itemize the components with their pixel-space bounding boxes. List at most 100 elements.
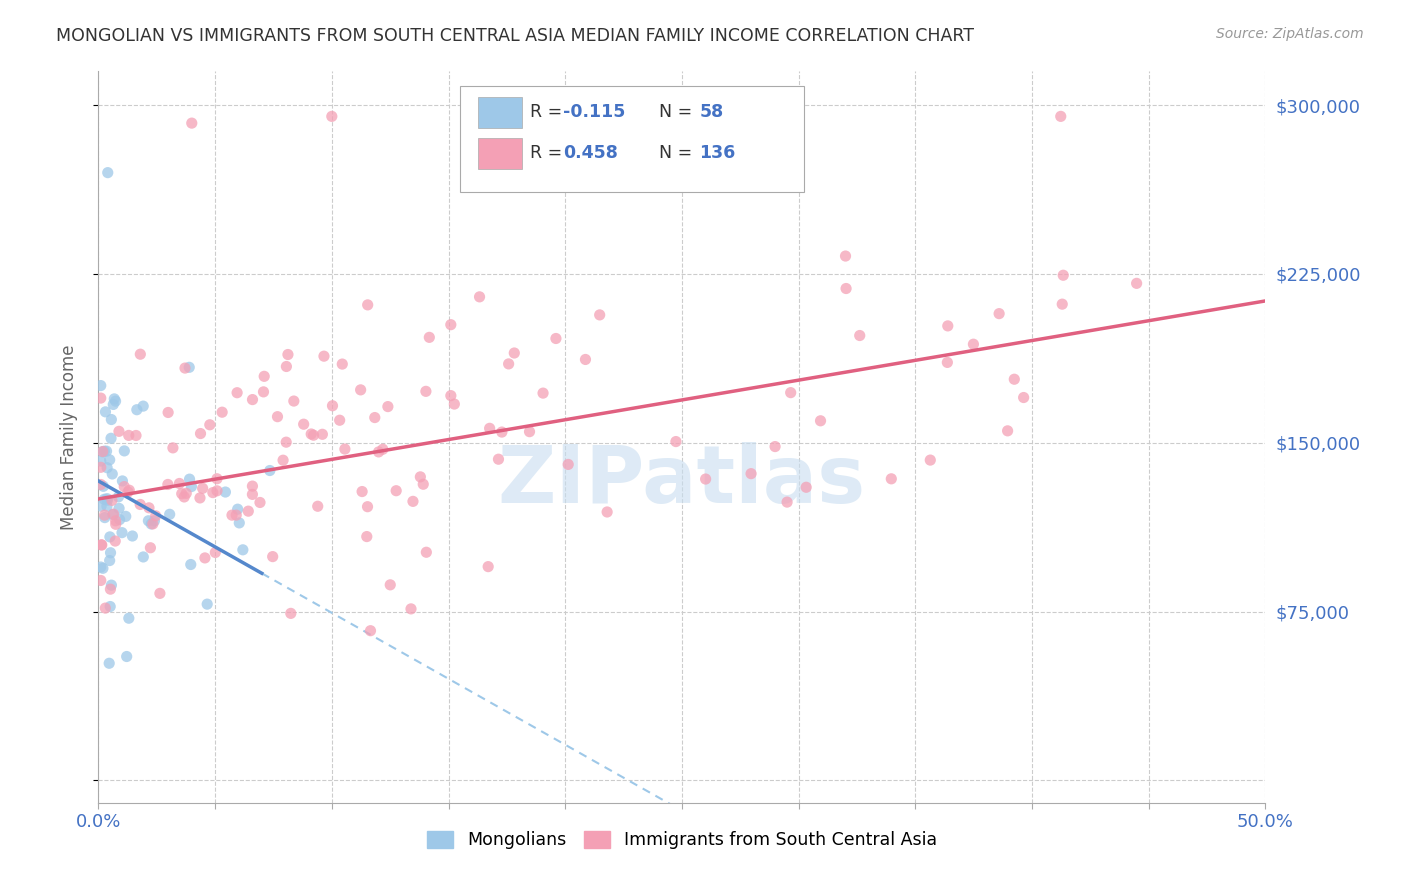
Point xyxy=(574,352,596,367)
Point xyxy=(519,425,541,439)
Point xyxy=(478,421,501,435)
Point xyxy=(211,405,233,419)
Point xyxy=(138,500,160,515)
Point xyxy=(188,491,211,505)
Point xyxy=(93,508,115,523)
Point xyxy=(101,493,124,508)
Point xyxy=(139,541,162,555)
Point xyxy=(880,472,903,486)
Point xyxy=(90,454,112,468)
Point xyxy=(100,578,122,592)
Point xyxy=(364,410,387,425)
Point xyxy=(695,472,717,486)
Point xyxy=(138,514,160,528)
Point xyxy=(596,505,619,519)
Point xyxy=(100,546,122,560)
Point xyxy=(299,427,322,442)
Point xyxy=(399,602,422,616)
Point xyxy=(1049,109,1071,123)
Point xyxy=(834,249,856,263)
Point xyxy=(179,360,201,375)
Point xyxy=(108,512,131,526)
Point xyxy=(91,479,114,493)
Point xyxy=(103,507,125,521)
Point xyxy=(104,534,127,549)
Text: 58: 58 xyxy=(699,103,724,120)
Point xyxy=(440,389,463,403)
Point xyxy=(271,453,294,467)
Point xyxy=(173,490,195,504)
Point xyxy=(214,485,236,500)
Point xyxy=(170,486,193,500)
Point xyxy=(232,542,254,557)
Point xyxy=(145,508,167,523)
Point xyxy=(1002,372,1025,386)
Point xyxy=(249,495,271,509)
Point xyxy=(779,385,801,400)
Point xyxy=(132,399,155,413)
Point xyxy=(94,510,117,524)
Point xyxy=(180,116,202,130)
Point xyxy=(498,357,520,371)
Point xyxy=(228,516,250,530)
Point xyxy=(159,508,181,522)
Point xyxy=(180,479,202,493)
Point xyxy=(377,400,399,414)
Point xyxy=(936,318,959,333)
Point xyxy=(98,452,121,467)
Point xyxy=(276,435,298,450)
Point xyxy=(91,444,114,458)
Point xyxy=(242,487,264,501)
Text: ZIPatlas: ZIPatlas xyxy=(498,442,866,520)
Point xyxy=(226,502,249,516)
Point xyxy=(440,318,463,332)
Point xyxy=(415,384,437,399)
Point xyxy=(143,514,166,528)
Point xyxy=(276,359,298,374)
Point xyxy=(491,425,513,439)
Point xyxy=(103,397,125,411)
Point xyxy=(360,624,382,638)
Point xyxy=(174,486,197,500)
Point xyxy=(149,586,172,600)
Point xyxy=(96,500,118,514)
Point xyxy=(156,477,179,491)
FancyBboxPatch shape xyxy=(478,97,522,128)
Point xyxy=(104,517,127,532)
Text: Source: ZipAtlas.com: Source: ZipAtlas.com xyxy=(1216,27,1364,41)
Point xyxy=(157,405,180,419)
Point xyxy=(544,331,567,345)
Point xyxy=(221,508,243,523)
Point xyxy=(1012,391,1035,405)
Text: N =: N = xyxy=(658,103,697,120)
Point xyxy=(205,472,228,486)
Point xyxy=(352,484,374,499)
Point xyxy=(252,384,274,399)
Point xyxy=(776,495,799,509)
Point xyxy=(283,394,305,409)
Point xyxy=(238,504,260,518)
Point xyxy=(205,483,228,498)
Point xyxy=(94,601,117,615)
Point xyxy=(98,530,121,544)
Point xyxy=(488,452,510,467)
Point xyxy=(132,549,155,564)
Point xyxy=(330,357,353,371)
Point xyxy=(468,290,491,304)
Text: R =: R = xyxy=(530,103,568,120)
Y-axis label: Median Family Income: Median Family Income xyxy=(59,344,77,530)
Point xyxy=(357,298,380,312)
Point xyxy=(321,399,343,413)
Point xyxy=(101,508,124,522)
Point xyxy=(125,428,148,442)
Point xyxy=(810,414,832,428)
Point xyxy=(443,397,465,411)
Point xyxy=(988,307,1011,321)
Point xyxy=(409,470,432,484)
Point xyxy=(415,545,437,559)
Point xyxy=(292,417,315,432)
Point xyxy=(142,516,165,531)
Point xyxy=(96,493,118,508)
Point xyxy=(91,444,114,458)
Point xyxy=(253,369,276,384)
